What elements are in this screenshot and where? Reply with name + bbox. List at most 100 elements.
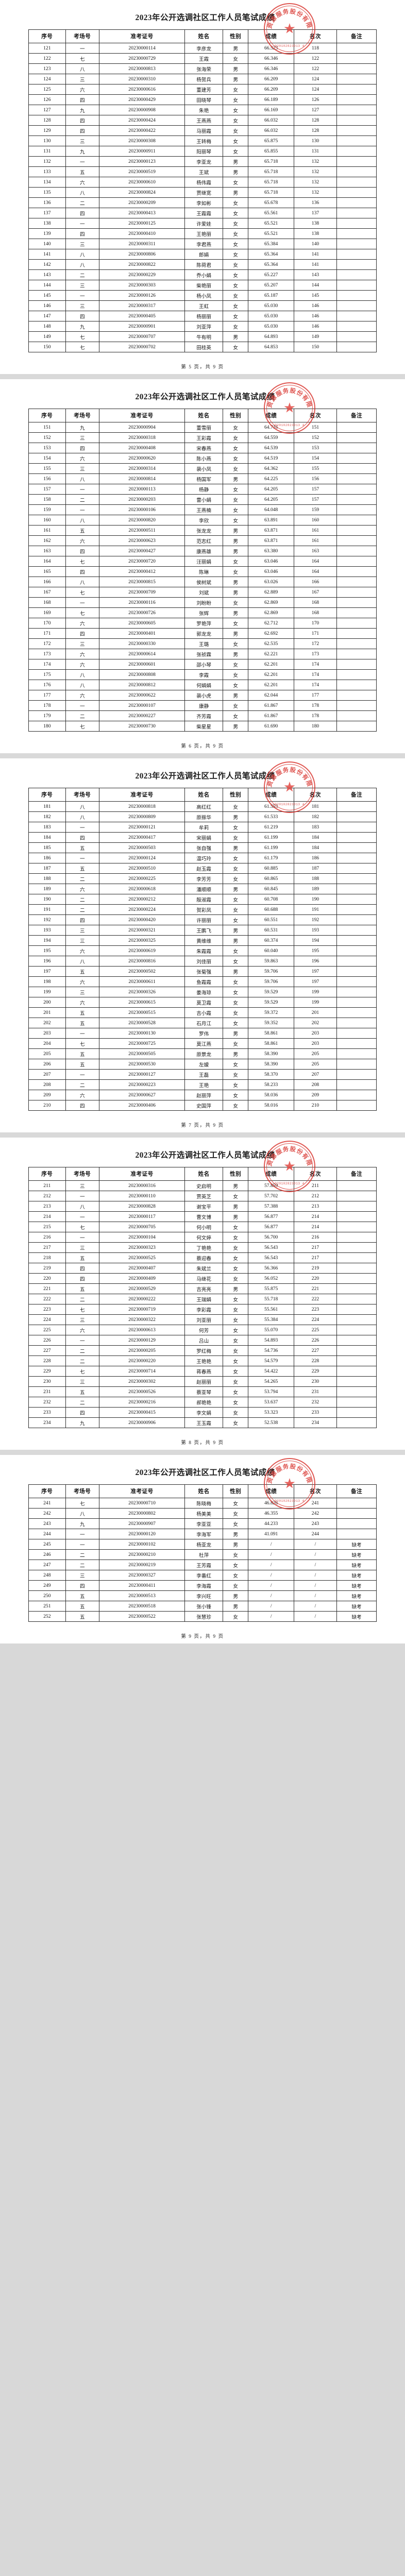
cell-rank: 155: [293, 463, 338, 474]
cell-rank: 138: [293, 218, 338, 229]
cell-rank: 132: [293, 156, 338, 167]
cell-exam-room: 八: [65, 680, 99, 690]
cell-note: [336, 197, 377, 208]
cell-index: 203: [28, 1028, 66, 1039]
cell-admission-no: 20230000503: [98, 842, 185, 853]
cell-name: 吉小霞: [184, 1007, 223, 1018]
cell-score: 61.199: [248, 832, 294, 843]
cell-note: [336, 976, 377, 987]
cell-gender: 男: [222, 546, 249, 556]
cell-note: [336, 311, 377, 321]
cell-admission-no: 20230000210: [98, 1549, 185, 1560]
table-row: 191 二 20230000224 贺彩凤女 60.688 191: [28, 904, 377, 915]
cell-name: 赵丽萍: [184, 1090, 223, 1100]
table-row: 133 五 20230000519 王斌男 65.718 132: [28, 166, 377, 177]
cell-gender: 女: [222, 1059, 249, 1070]
cell-exam-room: 六: [65, 690, 99, 701]
cell-name: 郝艳艳: [184, 1397, 223, 1408]
col-header-rank: 名次: [293, 409, 338, 422]
cell-admission-no: 20230000302: [98, 1376, 185, 1387]
cell-score: 54.265: [248, 1376, 294, 1387]
cell-exam-room: 六: [65, 884, 99, 894]
cell-name: 张祯霖: [184, 649, 223, 659]
cell-rank: 217: [293, 1252, 338, 1263]
cell-score: 55.070: [248, 1325, 294, 1335]
cell-score: 65.855: [248, 146, 294, 157]
cell-exam-room: 一: [65, 1211, 99, 1222]
cell-index: 139: [28, 228, 66, 239]
cell-admission-no: 20230000316: [98, 1180, 185, 1191]
table-row: 182 八 20230000809 原振华男 61.533 182: [28, 811, 377, 822]
col-header-score: 成绩: [248, 1167, 294, 1181]
cell-gender: 女: [222, 894, 249, 905]
cell-exam-room: 一: [65, 1335, 99, 1346]
col-header-admission-no: 准考证号: [98, 1167, 185, 1181]
cell-gender: 男: [222, 1028, 249, 1039]
cell-score: /: [248, 1601, 294, 1612]
cell-index: 169: [28, 607, 66, 618]
table-row: 204 七 20230000725 莫江燕女 58.861 203: [28, 1038, 377, 1049]
cell-score: 60.865: [248, 873, 294, 884]
cell-score: 66.189: [248, 94, 294, 105]
col-header-note: 备注: [336, 788, 377, 802]
cell-gender: 男: [222, 935, 249, 946]
cell-index: 153: [28, 443, 66, 453]
cell-admission-no: 20230000815: [98, 577, 185, 587]
cell-name: 刘亚萍: [184, 321, 223, 332]
cell-rank: 184: [293, 842, 338, 853]
cell-index: 183: [28, 822, 66, 833]
table-row: 164 七 20230000720 汪丽娟女 63.046 164: [28, 556, 377, 567]
cell-name: 李亚亚: [184, 1518, 223, 1529]
cell-rank: 153: [293, 443, 338, 453]
cell-index: 177: [28, 690, 66, 701]
cell-note: [336, 587, 377, 598]
table-row: 150 七 20230000702 田桂英女 64.853 150: [28, 342, 377, 352]
cell-exam-room: 四: [65, 208, 99, 218]
cell-exam-room: 九: [65, 105, 99, 115]
cell-exam-room: 九: [65, 422, 99, 433]
cell-rank: 168: [293, 607, 338, 618]
cell-gender: 女: [222, 1242, 249, 1253]
cell-index: 147: [28, 311, 66, 321]
cell-score: 65.030: [248, 311, 294, 321]
cell-name: 康静: [184, 700, 223, 711]
cell-score: 65.030: [248, 321, 294, 332]
cell-gender: 女: [222, 566, 249, 577]
cell-gender: 男: [222, 690, 249, 701]
cell-name: 邵小琴: [184, 659, 223, 670]
cell-rank: 124: [293, 84, 338, 95]
cell-rank: 132: [293, 187, 338, 198]
cell-rank: 145: [293, 290, 338, 301]
cell-index: 125: [28, 84, 66, 95]
cell-name: 董雪丽: [184, 422, 223, 433]
cell-name: 马丽霞: [184, 125, 223, 136]
col-header-name: 姓名: [184, 29, 223, 43]
table-row: 155 三 20230000314 裴小凤女 64.362 155: [28, 463, 377, 474]
cell-note: [336, 607, 377, 618]
cell-exam-room: 三: [65, 1570, 99, 1581]
table-row: 175 八 20230000808 李霞女 62.201 174: [28, 669, 377, 680]
cell-rank: 138: [293, 228, 338, 239]
table-row: 178 一 20230000107 康静女 61.867 178: [28, 700, 377, 711]
cell-exam-room: 二: [65, 269, 99, 280]
cell-gender: 男: [222, 577, 249, 587]
cell-note: [336, 721, 377, 732]
cell-admission-no: 20230000808: [98, 669, 185, 680]
cell-exam-room: 三: [65, 280, 99, 291]
cell-gender: 女: [222, 290, 249, 301]
table-row: 139 四 20230000410 王艳丽女 65.521 138: [28, 228, 377, 239]
table-row: 154 六 20230000620 陈小燕女 64.519 154: [28, 453, 377, 464]
cell-exam-room: 八: [65, 669, 99, 680]
cell-gender: 男: [222, 811, 249, 822]
cell-index: 163: [28, 546, 66, 556]
table-row: 162 六 20230000623 范志红男 63.871 161: [28, 535, 377, 546]
table-row: 123 八 20230000813 张海荣男 66.346 122: [28, 63, 377, 74]
cell-rank: 174: [293, 659, 338, 670]
cell-exam-room: 五: [65, 166, 99, 177]
cell-name: 杨小凤: [184, 290, 223, 301]
cell-note: [336, 1079, 377, 1090]
cell-exam-room: 二: [65, 1355, 99, 1366]
cell-exam-room: 二: [65, 1294, 99, 1304]
cell-rank: 205: [293, 1059, 338, 1070]
cell-note: [336, 1304, 377, 1315]
